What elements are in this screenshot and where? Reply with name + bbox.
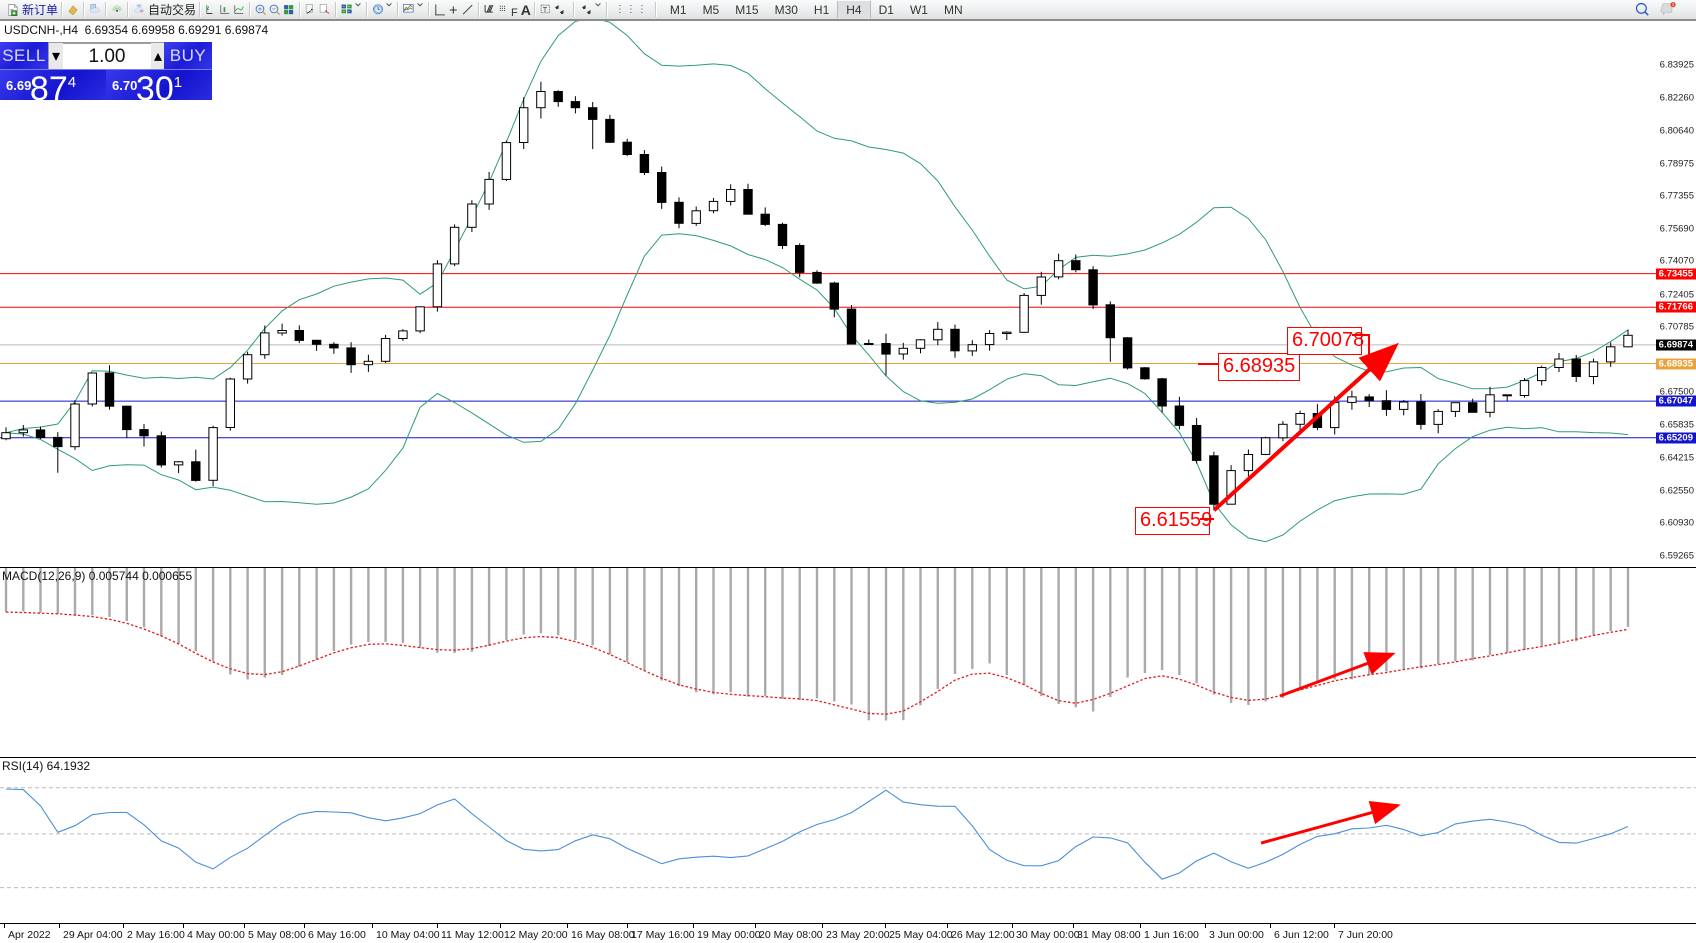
- svg-text:T: T: [543, 6, 548, 13]
- svg-text:1: 1: [1672, 2, 1674, 6]
